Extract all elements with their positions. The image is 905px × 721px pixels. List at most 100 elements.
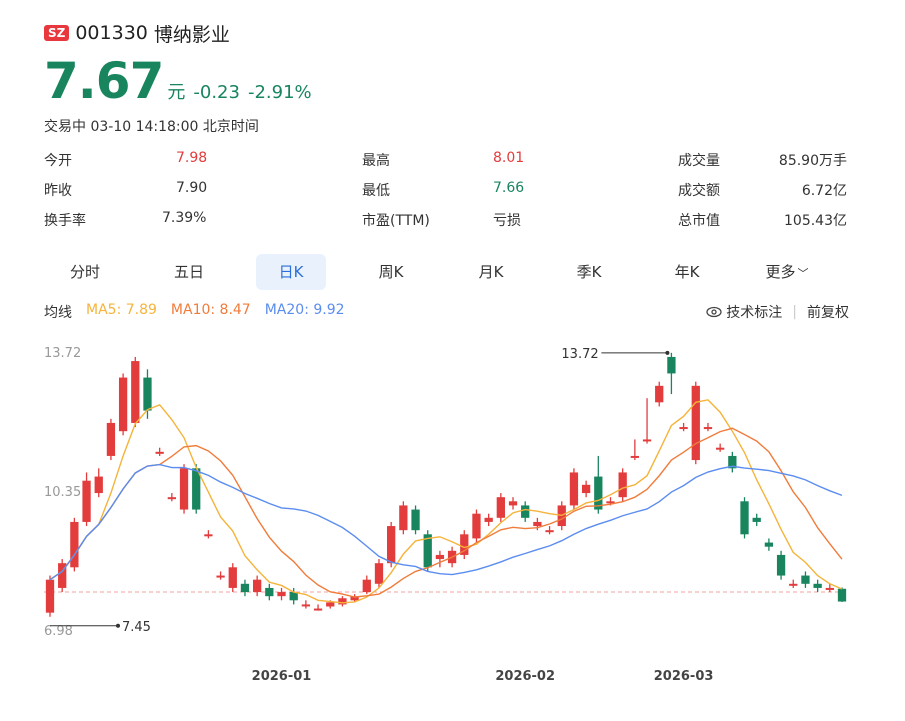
candle-body xyxy=(703,427,713,430)
candle-body xyxy=(606,501,615,504)
candle-body xyxy=(192,468,201,510)
current-price: 7.67 xyxy=(44,52,164,110)
candle-body xyxy=(764,542,774,547)
candle-body xyxy=(484,517,493,522)
candle-body xyxy=(667,356,676,374)
ma5-line xyxy=(49,399,843,604)
candle-body xyxy=(387,526,396,564)
x-tick-label: 2026-03 xyxy=(654,669,714,684)
candle-body xyxy=(70,521,79,568)
ma20-line xyxy=(49,463,843,581)
tab-yearly-k[interactable]: 年K xyxy=(674,263,700,281)
price-row: 7.67 元 -0.23 -2.91% xyxy=(44,52,312,110)
candlestick-chart[interactable]: 13.72 10.35 6.98 13.72 7.45 2026-01 2026-02 202… xyxy=(0,330,905,710)
candle-body xyxy=(801,575,810,584)
quote-label-high: 最高 xyxy=(362,153,390,169)
eye-icon xyxy=(706,306,722,318)
period-tabs: 分时 五日 日K 周K 月K 季K 年K 更多 ﹀ xyxy=(32,254,872,290)
candle-body xyxy=(691,385,700,461)
candle-body xyxy=(837,588,847,602)
quote-value-pe: 亏损 xyxy=(493,213,521,229)
ma10-label: MA10: 8.47 xyxy=(170,302,251,318)
candle-body xyxy=(813,583,822,588)
candle-body xyxy=(289,592,298,601)
candle-body xyxy=(679,427,688,430)
max-annotation-dot xyxy=(665,350,670,355)
candle-body xyxy=(472,513,481,539)
quote-value-open: 7.98 xyxy=(176,150,208,166)
candle-body xyxy=(630,455,640,458)
stock-code: 001330 xyxy=(75,22,148,44)
candle-body xyxy=(216,575,225,578)
candle-body xyxy=(45,579,55,613)
min-annotation-dot xyxy=(116,623,120,628)
ma-title: 均线 xyxy=(44,305,72,321)
candle-body xyxy=(374,563,384,584)
tab-more[interactable]: 更多 ﹀ xyxy=(752,254,822,290)
ma5-label: MA5: 7.89 xyxy=(86,302,157,318)
candle-body xyxy=(301,604,311,607)
quote-value-market-cap: 105.43亿 xyxy=(784,213,847,229)
quote-value-prev-close: 7.90 xyxy=(176,180,208,196)
candle-body xyxy=(460,534,469,555)
candle-body xyxy=(94,476,103,494)
x-tick-label: 2026-01 xyxy=(252,669,312,684)
candle-body xyxy=(399,505,408,531)
candle-body xyxy=(411,509,420,531)
annotation-toggle[interactable]: 技术标注 xyxy=(706,302,782,322)
candle-body xyxy=(326,602,335,607)
candle-body xyxy=(228,567,237,588)
quote-label-amount: 成交额 xyxy=(678,183,720,199)
candle-body xyxy=(789,583,798,586)
quote-value-turnover: 7.39% xyxy=(162,210,207,226)
tools-divider: | xyxy=(792,304,797,320)
trading-status: 交易中 03-10 14:18:00 北京时间 xyxy=(44,119,259,135)
quote-value-amount: 6.72亿 xyxy=(801,183,847,199)
candle-body xyxy=(118,377,128,432)
y-tick-label: 10.35 xyxy=(44,485,81,500)
stock-header: SZ 001330 博纳影业 xyxy=(44,20,230,46)
tab-five-day[interactable]: 五日 xyxy=(173,263,204,281)
adjust-toggle[interactable]: 前复权 xyxy=(807,305,849,321)
quote-label-volume: 成交量 xyxy=(678,153,720,169)
tab-daily-k[interactable]: 日K xyxy=(256,254,326,290)
candle-body xyxy=(350,596,359,601)
quote-label-market-cap: 总市值 xyxy=(678,213,720,229)
ma-legend: 均线 MA5: 7.89 MA10: 8.47 MA20: 9.92 xyxy=(44,302,345,322)
tab-more-label: 更多 xyxy=(765,263,796,281)
annotation-label: 技术标注 xyxy=(726,305,783,321)
exchange-badge: SZ xyxy=(44,25,70,41)
tab-monthly-k[interactable]: 月K xyxy=(478,263,504,281)
min-annotation-label: 7.45 xyxy=(122,620,151,635)
candle-body xyxy=(642,439,652,442)
candle-body xyxy=(825,587,834,590)
candle-body xyxy=(58,563,67,588)
candle-body xyxy=(313,608,323,611)
candle-body xyxy=(204,534,213,537)
quote-label-turnover: 换手率 xyxy=(44,213,86,229)
quote-value-volume: 85.90万手 xyxy=(778,153,847,169)
tab-quarterly-k[interactable]: 季K xyxy=(576,263,602,281)
candle-body xyxy=(338,598,347,605)
candle-body xyxy=(496,497,505,518)
candle-body xyxy=(265,587,274,597)
candle-body xyxy=(240,583,250,593)
tab-intraday[interactable]: 分时 xyxy=(69,263,100,281)
tab-weekly-k[interactable]: 周K xyxy=(378,263,404,281)
candle-body xyxy=(143,377,152,411)
quote-value-high: 8.01 xyxy=(493,150,525,166)
quote-value-low: 7.66 xyxy=(493,180,525,196)
candle-body xyxy=(581,484,591,494)
price-change: -0.23 xyxy=(193,82,240,103)
candle-body xyxy=(155,451,164,454)
candle-body xyxy=(131,361,140,423)
price-change-pct: -2.91% xyxy=(247,82,312,103)
x-tick-label: 2026-02 xyxy=(495,669,555,684)
candle-body xyxy=(167,497,176,500)
candle-body xyxy=(533,521,542,527)
max-annotation-label: 13.72 xyxy=(561,347,598,362)
ma10-line xyxy=(49,427,843,598)
quote-label-prev-close: 昨收 xyxy=(44,183,72,199)
candle-body xyxy=(716,447,725,450)
candle-body xyxy=(106,422,116,456)
